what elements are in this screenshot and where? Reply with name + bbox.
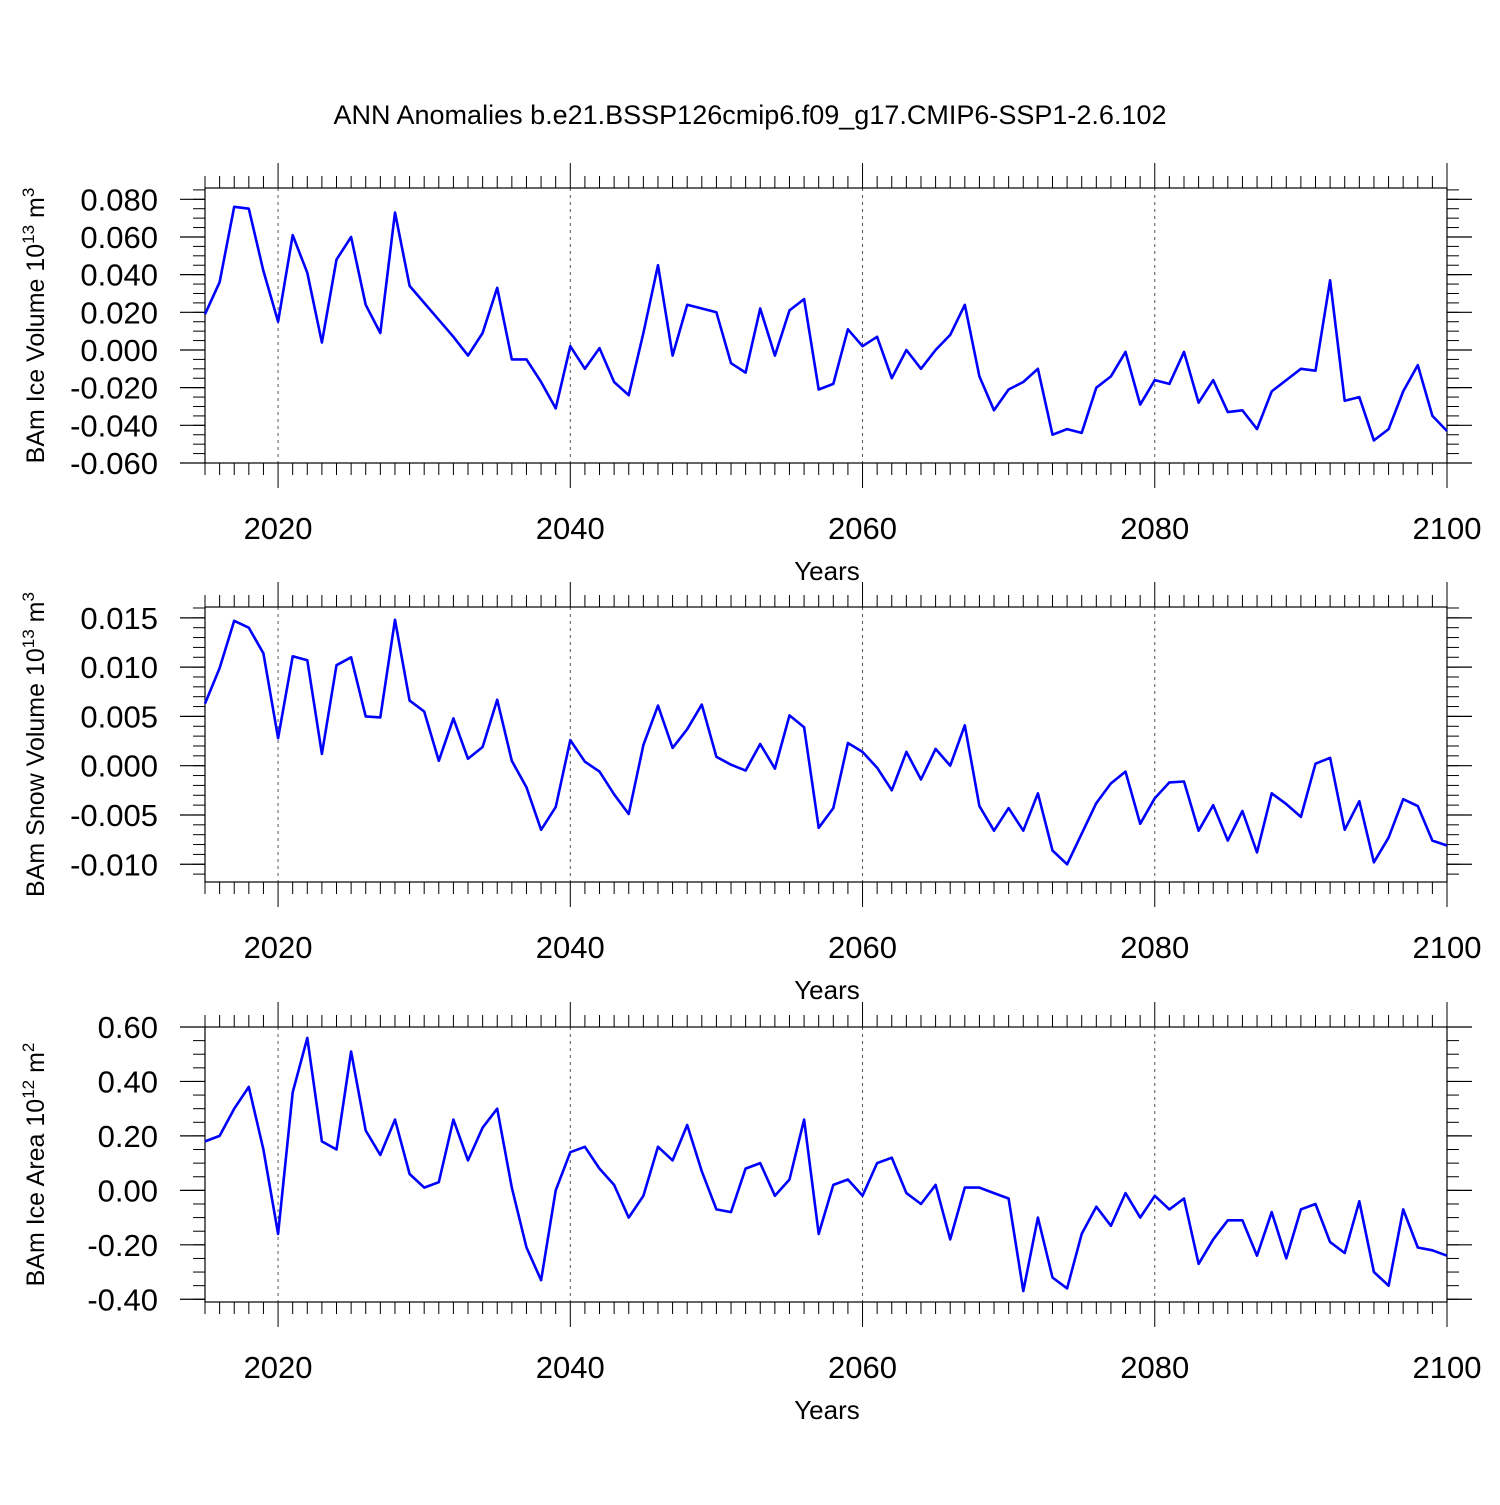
y-tick-label: 0.60	[98, 1010, 158, 1045]
y-axis-label: BAm Ice Volume 1013 m3	[19, 188, 50, 464]
plot-frame	[204, 1026, 1448, 1303]
x-tick-label: 2020	[244, 1350, 313, 1385]
x-tick-label: 2060	[828, 930, 897, 965]
x-tick-label: 2060	[828, 511, 897, 546]
y-tick-label: 0.005	[80, 699, 158, 734]
x-axis-label: Years	[794, 1395, 860, 1425]
y-axis-label-text: m	[22, 602, 50, 630]
panel-3: 0.60 0.40 0.20 0.00 -0.20 -0.40 2020 2040 2060 20…	[19, 1002, 1481, 1425]
y-tick-label: 0.40	[98, 1064, 158, 1099]
x-axis-label: Years	[794, 556, 860, 586]
y-tick-label: 0.000	[80, 749, 158, 784]
y-axis-label-superscript: 12	[19, 1080, 38, 1099]
x-tick-label: 2040	[536, 930, 605, 965]
panel-2: 0.015 0.010 0.005 0.000 -0.005 -0.010 2020 2040…	[19, 582, 1481, 1005]
y-tick-label: 0.060	[80, 220, 158, 255]
panel-1: 0.0800.0600.0400.0200.000-0.020-0.040-0.…	[19, 163, 1481, 586]
x-tick-label: 2060	[828, 1350, 897, 1385]
y-axis-label-text: m	[22, 1052, 50, 1080]
y-tick-label: 0.000	[80, 333, 158, 368]
y-axis-label: BAm Snow Volume 1013 m3	[19, 592, 50, 897]
y-axis-label-text: m	[22, 197, 50, 225]
y-axis-label-superscript: 3	[19, 592, 38, 601]
x-tick-label: 2080	[1120, 511, 1189, 546]
chart-title: ANN Anomalies b.e21.BSSP126cmip6.f09_g17…	[334, 100, 1167, 130]
x-tick-label: 2020	[244, 511, 313, 546]
y-axis-label-superscript: 13	[19, 225, 38, 244]
x-tick-label: 2100	[1413, 930, 1482, 965]
y-axis-label-text: BAm Snow Volume 10	[22, 648, 50, 897]
x-tick-label: 2100	[1413, 511, 1482, 546]
x-tick-label: 2040	[536, 1350, 605, 1385]
y-tick-label: 0.00	[98, 1173, 158, 1208]
y-axis-label-superscript: 3	[19, 188, 38, 197]
y-tick-label: 0.080	[80, 182, 158, 217]
x-tick-label: 2080	[1120, 930, 1189, 965]
x-tick-label: 2040	[536, 511, 605, 546]
y-axis-label: BAm Ice Area 1012 m2	[19, 1043, 50, 1287]
y-tick-label: -0.040	[70, 408, 158, 443]
y-tick-label: 0.020	[80, 295, 158, 330]
y-tick-label: -0.005	[70, 798, 158, 833]
y-tick-label: -0.020	[70, 371, 158, 406]
y-axis-label-text: BAm Ice Volume 10	[22, 244, 50, 464]
series-line	[203, 205, 1448, 442]
y-tick-label: -0.40	[87, 1282, 158, 1317]
y-tick-label: -0.060	[70, 446, 158, 481]
x-axis-label: Years	[794, 975, 860, 1005]
plot-frame	[204, 606, 1448, 883]
y-axis-label-superscript: 2	[19, 1043, 38, 1052]
y-tick-label: 0.015	[80, 601, 158, 636]
series-line	[203, 618, 1448, 866]
x-tick-label: 2020	[244, 930, 313, 965]
plot-frame	[204, 187, 1448, 464]
y-tick-label: 0.040	[80, 258, 158, 293]
y-axis-label-text: BAm Ice Area 10	[22, 1099, 50, 1287]
y-tick-label: -0.010	[70, 847, 158, 882]
y-axis-label-superscript: 13	[19, 629, 38, 648]
series-line	[204, 1036, 1448, 1293]
y-tick-label: 0.20	[98, 1119, 158, 1154]
x-tick-label: 2100	[1413, 1350, 1482, 1385]
y-tick-label: 0.010	[80, 650, 158, 685]
x-tick-label: 2080	[1120, 1350, 1189, 1385]
y-tick-label: -0.20	[87, 1228, 158, 1263]
